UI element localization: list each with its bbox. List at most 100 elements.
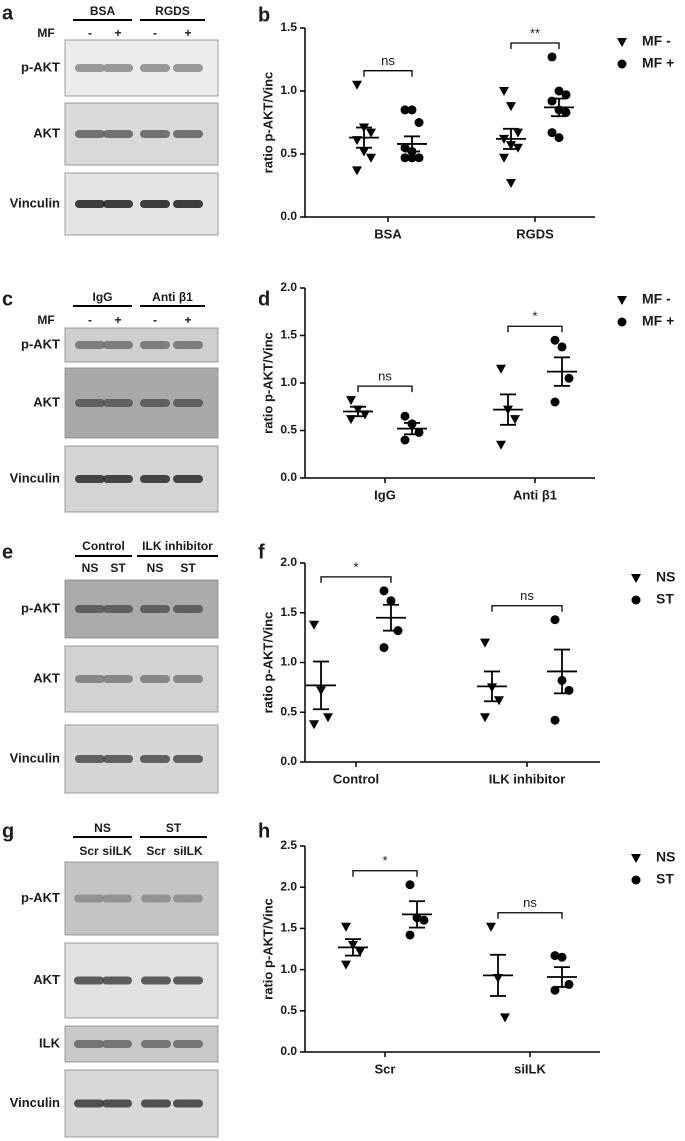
legend-marker — [617, 296, 627, 305]
blot-band — [140, 200, 170, 208]
data-point — [550, 715, 560, 725]
legend-marker — [631, 854, 641, 863]
blot-band — [103, 475, 133, 483]
blot-band — [75, 64, 105, 72]
legend-label: MF + — [642, 313, 674, 329]
blot-band — [173, 675, 203, 683]
significance-label: ns — [381, 53, 395, 68]
data-point — [407, 153, 417, 163]
group-label: Control — [82, 539, 125, 553]
data-point — [550, 397, 560, 407]
data-point — [341, 960, 351, 970]
data-point — [486, 922, 496, 932]
panel-letter: f — [258, 541, 265, 563]
data-point — [400, 143, 410, 153]
y-tick-label: 0.0 — [280, 1044, 297, 1058]
blot-band — [103, 755, 133, 763]
significance-label: ** — [530, 25, 540, 40]
data-point — [400, 411, 410, 421]
data-point — [510, 415, 520, 425]
data-point — [400, 153, 410, 163]
panel-letter: d — [258, 288, 270, 310]
blot-band — [141, 976, 171, 985]
blot-band — [173, 341, 203, 349]
blot-band — [103, 200, 133, 208]
blot-band — [173, 130, 203, 138]
legend-marker — [617, 317, 627, 327]
blot-band — [173, 399, 203, 407]
significance-label: * — [353, 559, 358, 574]
lane-label: - — [88, 313, 92, 327]
lane-label: ST — [110, 561, 126, 575]
data-point — [550, 985, 560, 995]
legend-label: MF - — [642, 291, 671, 307]
group-label: ST — [166, 821, 182, 835]
blot-band — [74, 1099, 104, 1108]
blot-band — [74, 976, 104, 985]
data-point — [513, 128, 523, 138]
blot-band — [75, 605, 105, 613]
blot-band — [173, 976, 203, 985]
lane-label: + — [184, 26, 191, 40]
data-point — [550, 615, 560, 625]
x-tick-label: ILK inhibitor — [489, 771, 566, 786]
blot-band — [103, 130, 133, 138]
blot-band — [102, 1099, 132, 1108]
data-point — [419, 915, 429, 925]
lane-label: Scr — [79, 844, 99, 858]
data-point — [506, 102, 516, 112]
data-point — [400, 105, 410, 115]
significance-bracket — [363, 70, 413, 77]
row-label: AKT — [33, 394, 60, 409]
row-label: AKT — [33, 125, 60, 140]
panel-letter: h — [258, 820, 270, 842]
data-point — [355, 947, 365, 957]
y-axis-label: ratio p-AKT/Vinc — [260, 612, 275, 714]
row-label: ILK — [39, 1035, 61, 1050]
blot-band — [102, 894, 132, 903]
data-point — [500, 1013, 510, 1023]
legend-label: MF + — [642, 55, 674, 71]
x-tick-label: IgG — [374, 487, 396, 502]
data-point — [346, 415, 356, 425]
data-point — [499, 153, 509, 163]
data-point — [414, 118, 424, 127]
data-point — [309, 720, 319, 730]
significance-bracket — [510, 42, 560, 49]
lane-label: + — [114, 26, 121, 40]
data-point — [407, 105, 417, 115]
blot-band — [140, 605, 170, 613]
blot-band — [140, 399, 170, 407]
row-label: p-AKT — [21, 890, 60, 905]
legend-label: ST — [656, 871, 674, 887]
blot-band — [75, 399, 105, 407]
row-label: Vinculin — [10, 195, 60, 210]
data-point — [499, 87, 509, 96]
x-tick-label: RGDS — [516, 226, 554, 241]
y-axis-label: ratio p-AKT/Vinc — [260, 898, 275, 1000]
y-tick-label: 1.5 — [280, 921, 297, 935]
data-point — [480, 713, 490, 723]
y-tick-label: 0.0 — [280, 470, 297, 484]
legend-marker — [631, 875, 641, 885]
y-tick-label: 1.0 — [280, 655, 297, 669]
row-label: AKT — [33, 670, 60, 685]
panel-letter: a — [2, 2, 14, 24]
legend-marker — [617, 38, 627, 47]
significance-bracket — [357, 385, 413, 393]
data-point — [379, 643, 389, 653]
blot-band — [75, 200, 105, 208]
blot-band — [173, 755, 203, 763]
y-tick-label: 1.5 — [280, 605, 297, 619]
blot-band — [103, 341, 133, 349]
row-label: AKT — [33, 972, 60, 987]
group-label: ILK inhibitor — [142, 539, 213, 553]
legend-marker — [631, 574, 641, 583]
data-point — [352, 166, 362, 176]
significance-bracket — [320, 576, 392, 583]
y-tick-label: 2.0 — [280, 280, 297, 294]
y-tick-label: 1.0 — [280, 962, 297, 976]
data-point — [506, 178, 516, 188]
data-point — [561, 107, 571, 117]
group-label: RGDS — [155, 4, 190, 18]
